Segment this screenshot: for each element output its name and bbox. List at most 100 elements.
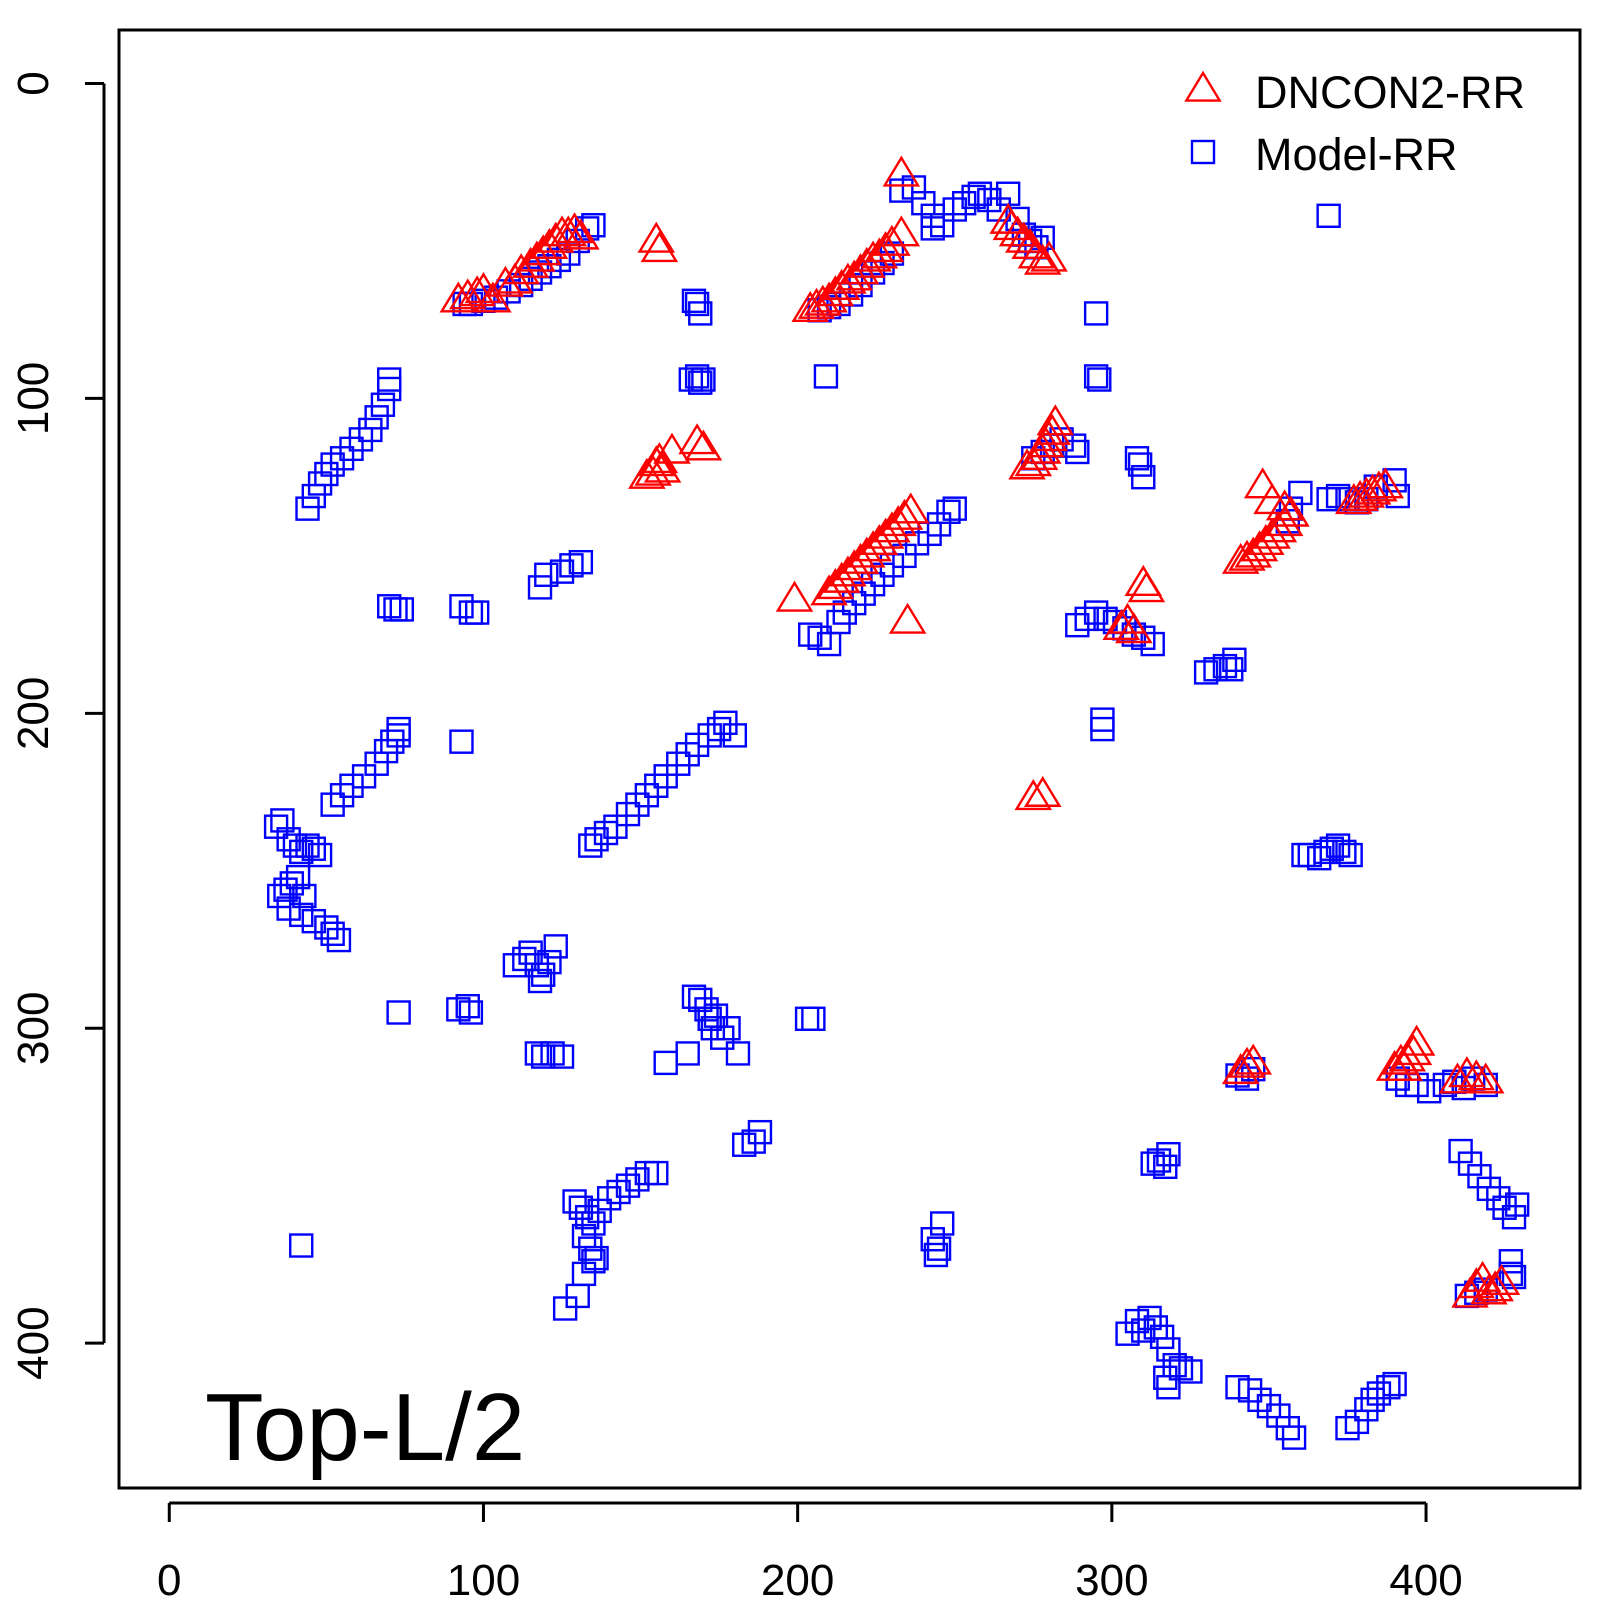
model-rr-point [1366,1381,1392,1406]
model-rr-point [1382,1371,1407,1397]
model-rr-point [389,597,414,622]
model-rr-point [314,915,339,940]
model-rr-point [464,600,490,625]
model-rr-point [1131,464,1156,490]
model-rr-point [348,427,374,452]
model-rr-point [568,1195,594,1220]
dncon2-rr-point [1234,1043,1273,1075]
dncon2-rr-point [496,262,534,294]
model-rr-point [1376,1375,1401,1400]
dncon2-rr-point [1243,467,1282,499]
model-rr-point [370,392,396,417]
dncon2-rr-point [439,281,478,313]
model-rr-point [307,842,333,868]
model-rr-point [358,417,383,443]
model-rr-point [920,1227,945,1252]
model-rr-point [1090,716,1115,742]
model-rr-point [1335,1415,1360,1441]
y-tick-label: 400 [9,1306,58,1379]
model-rr-point [1325,833,1351,858]
dncon2-rr-point [1005,221,1043,253]
series-model-rr [263,175,1530,1450]
model-rr-point [314,461,339,487]
model-rr-point [386,723,411,748]
model-rr-point [279,871,305,896]
model-rr-point [920,216,945,241]
model-rr-point [571,1261,597,1287]
model-rr-point [625,792,650,817]
dncon2-rr-point [1036,404,1075,436]
model-rr-point [681,984,707,1009]
y-tick-label: 300 [9,992,58,1065]
dncon2-rr-point [822,268,861,300]
model-rr-point [587,1198,612,1224]
legend-marker-model-rr [1190,139,1216,165]
dncon2-rr-point [829,262,867,294]
model-rr-point [326,927,352,953]
model-rr-point [697,1006,722,1031]
model-rr-point [502,953,528,978]
model-rr-point [534,562,559,587]
model-rr-point [716,1016,741,1041]
model-rr-point [301,483,326,509]
model-rr-point [377,376,402,402]
model-rr-point [1325,483,1351,509]
model-rr-point [329,783,355,808]
model-rr-point [644,773,669,798]
dncon2-rr-point [891,492,930,524]
legend: DNCON2-RR Model-RR [1184,67,1525,180]
model-rr-point [794,1006,820,1031]
dncon2-rr-point [885,498,924,530]
model-rr-point [606,1179,631,1205]
model-rr-point [684,732,710,758]
model-rr-point [295,833,320,858]
model-rr-point [1146,1148,1172,1173]
dncon2-rr-point [1466,1062,1505,1094]
model-rr-point [276,896,301,921]
model-rr-point [1237,1378,1263,1403]
legend-label: Model-RR [1255,129,1458,180]
dncon2-rr-point [1014,779,1053,811]
model-rr-point [339,773,364,798]
dncon2-rr-point [1366,467,1404,499]
model-rr-point [911,190,936,216]
model-rr-point [1313,839,1338,865]
model-rr-point [1354,1397,1379,1422]
model-rr-point [373,738,399,764]
model-rr-point [289,1233,314,1258]
legend-marker-dncon2-rr [1184,70,1222,102]
model-rr-point [458,1000,484,1025]
model-rr-point [967,181,993,206]
model-rr-point [329,446,355,471]
model-rr-point [1275,1415,1301,1441]
model-rr-point [1332,839,1357,865]
model-rr-point [1344,1409,1370,1435]
model-rr-point [936,499,961,525]
series-dncon2-rr [439,155,1521,1308]
dncon2-rr-point [1457,1059,1496,1091]
dncon2-rr-point [1008,448,1046,480]
dncon2-rr-point [1023,243,1062,275]
model-rr-point [1140,631,1165,657]
dncon2-rr-point [1030,240,1068,272]
dncon2-rr-point [1353,473,1392,505]
dncon2-rr-point [998,215,1037,247]
model-rr-point [926,512,952,537]
model-rr-point [1212,653,1238,679]
model-rr-point [1153,1365,1178,1390]
model-rr-point [1074,606,1099,632]
model-rr-point [1083,301,1109,326]
model-rr-point [1416,1079,1442,1104]
model-rr-point [301,908,326,934]
model-rr-point [644,1160,669,1186]
dncon2-rr-point [684,429,723,461]
model-rr-point [1338,842,1363,868]
model-rr-point [826,609,851,635]
model-rr-point [684,291,710,317]
model-rr-point [549,1044,575,1069]
model-rr-point [889,178,914,203]
model-rr-point [292,883,317,909]
model-rr-point [1256,1393,1282,1419]
dncon2-rr-point [1448,1056,1486,1088]
model-rr-point [1131,1318,1156,1343]
